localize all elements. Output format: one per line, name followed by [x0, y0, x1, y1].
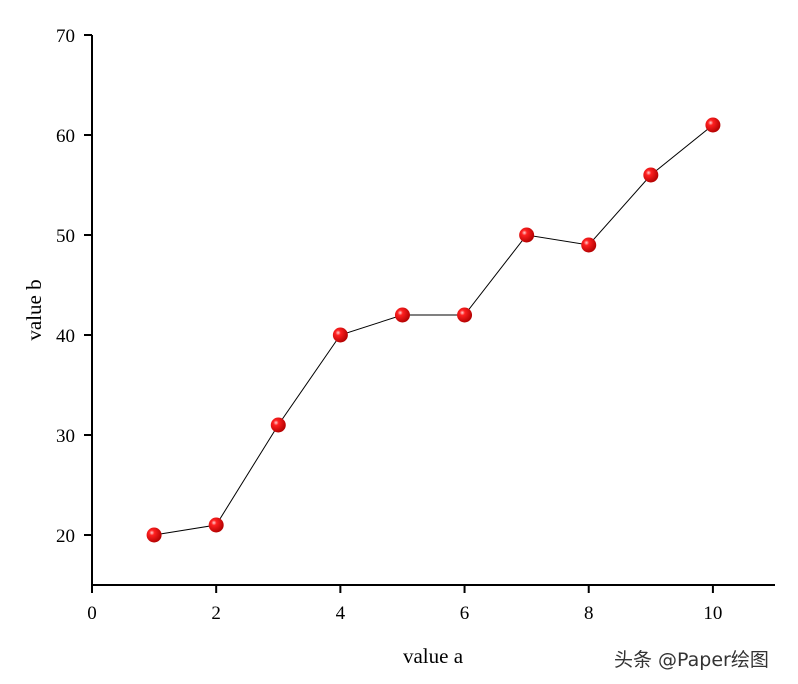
data-point	[643, 167, 659, 183]
data-point	[332, 327, 348, 343]
data-point	[146, 527, 162, 543]
y-tick-label: 20	[56, 526, 75, 547]
x-tick-label: 4	[336, 603, 346, 624]
x-tick-label: 0	[87, 603, 97, 624]
data-point	[394, 307, 410, 323]
series-line	[154, 124, 714, 536]
x-axis-label: value a	[403, 644, 464, 668]
y-tick-label: 70	[56, 26, 75, 47]
data-point	[270, 417, 286, 433]
y-tick-label: 30	[56, 426, 75, 447]
x-tick-label: 10	[703, 603, 722, 624]
y-tick-label: 50	[56, 226, 75, 247]
data-point	[208, 517, 224, 533]
series-marks	[146, 117, 721, 543]
y-axis-label: value b	[22, 279, 46, 340]
x-tick-label: 2	[211, 603, 221, 624]
x-tick-label: 6	[460, 603, 470, 624]
data-point	[519, 227, 535, 243]
axes: 0 2 4 6 8 10 20 30 40 50 60 70	[56, 26, 775, 624]
data-point	[705, 117, 721, 133]
x-tick-label: 8	[584, 603, 594, 624]
y-tick-label: 60	[56, 126, 75, 147]
data-point	[457, 307, 473, 323]
y-tick-label: 40	[56, 326, 75, 347]
watermark: 头条 @Paper绘图	[614, 649, 769, 671]
data-point	[581, 237, 597, 253]
